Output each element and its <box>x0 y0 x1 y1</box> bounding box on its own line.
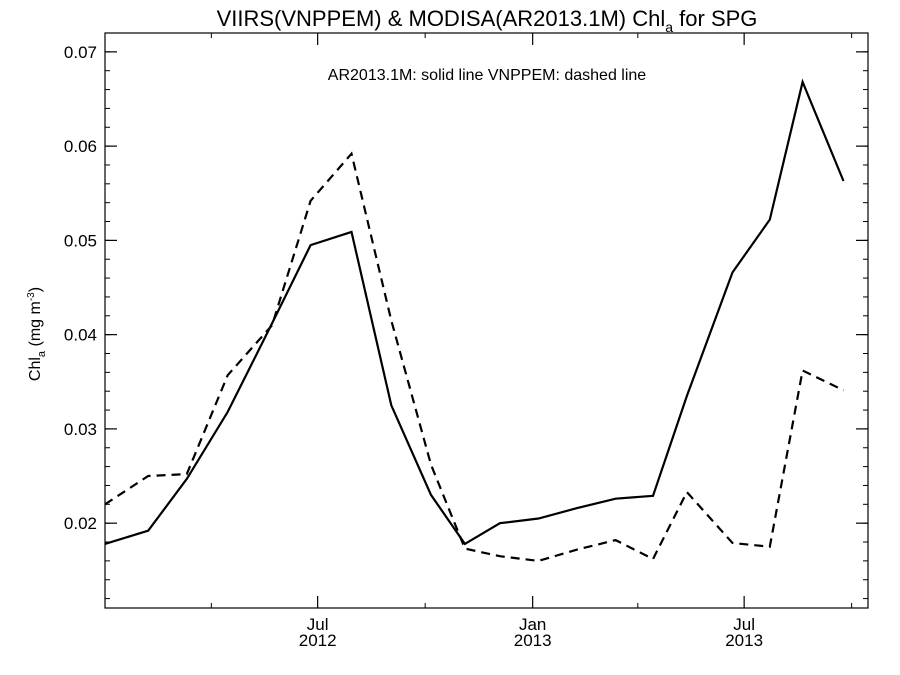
ylabel-part-1: a <box>36 350 48 357</box>
x-tick-label-year: 2013 <box>725 631 763 650</box>
ylabel-part-4: ) <box>27 287 44 292</box>
y-tick-label: 0.02 <box>64 514 97 533</box>
x-tick-label-year: 2013 <box>514 631 552 650</box>
y-tick-label: 0.06 <box>64 137 97 156</box>
dashed-series-line <box>104 151 844 563</box>
x-tick-label-month: Jan <box>519 615 546 634</box>
chart-title: VIIRS(VNPPEM) & MODISA(AR2013.1M) Chla f… <box>217 6 758 35</box>
y-tick-label: 0.05 <box>64 231 97 250</box>
y-tick-label: 0.03 <box>64 420 97 439</box>
title-part-0: VIIRS(VNPPEM) & MODISA(AR2013.1M) Chl <box>217 6 666 31</box>
x-tick-label-month: Jul <box>307 615 329 634</box>
ylabel-part-0: Chl <box>27 357 44 381</box>
solid-series-line <box>104 78 845 546</box>
x-tick-label-year: 2012 <box>299 631 337 650</box>
series-layer <box>104 78 845 563</box>
ylabel-part-2: (mg m <box>27 301 44 351</box>
y-axis-label: Chla (mg m-3) <box>26 287 48 381</box>
title-part-2: for SPG <box>673 6 757 31</box>
y-tick-label: 0.07 <box>64 43 97 62</box>
ylabel-part-3: -3 <box>26 292 37 301</box>
title-part-1: a <box>665 19 673 35</box>
x-tick-label-month: Jul <box>733 615 755 634</box>
chart-annotation: AR2013.1M: solid line VNPPEM: dashed lin… <box>328 67 646 84</box>
plot-frame <box>104 32 869 609</box>
axes-layer: 0.020.030.040.050.060.07Jul2012Jan2013Ju… <box>64 32 869 650</box>
y-tick-label: 0.04 <box>64 326 97 345</box>
